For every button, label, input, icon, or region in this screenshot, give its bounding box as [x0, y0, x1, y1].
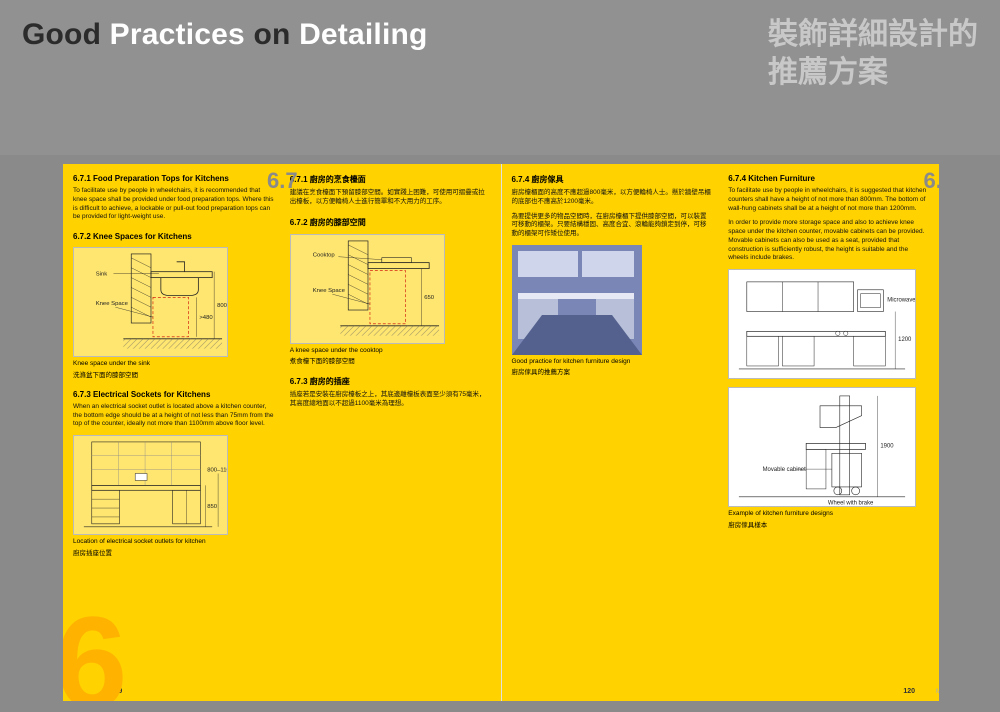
label-sink: Sink	[96, 272, 108, 278]
section-number-right: 6.7	[924, 168, 940, 194]
dim: 650	[424, 295, 435, 301]
paragraph: 插座若是安裝在廚房檯板之上，其底邊離檯板表面至少須有75毫米，其高度總地面以不超…	[290, 391, 491, 409]
heading: 6.7.3 Electrical Sockets for Kitchens	[73, 390, 274, 399]
paragraph: To facilitate use by people in wheelchai…	[73, 187, 274, 222]
label-cooktop: Cooktop	[312, 252, 335, 258]
heading: 6.7.3 廚房的插座	[290, 376, 491, 387]
title-word-2: Practices	[110, 18, 245, 51]
photo-caption-zh: 廚房傢具的推薦方案	[512, 369, 713, 377]
p2-col2: 6.7.4 Kitchen Furniture To facilitate us…	[720, 164, 939, 701]
diagram-icon: 850 800–1100	[74, 436, 227, 535]
figure-kitchen-elevation: Microwaves 1200	[728, 269, 916, 379]
title-chinese: 裝飾詳細設計的 推薦方案	[768, 16, 978, 91]
paragraph: To facilitate use by people in wheelchai…	[728, 187, 929, 213]
heading: 6.7.1 Food Preparation Tops for Kitchens	[73, 174, 274, 183]
figure-caption: Location of electrical socket outlets fo…	[73, 538, 274, 546]
paragraph: In order to provide more storage space a…	[728, 219, 929, 263]
book-spread: 6.7 6 119 6.7.1 Food Preparation Tops fo…	[63, 164, 939, 701]
figure-movable-cabinet: Movable cabinet Wheel with brake 1900	[728, 387, 916, 507]
heading: 6.7.2 Knee Spaces for Kitchens	[73, 232, 274, 241]
paragraph: 廚房檯櫃面的高度不應超過800毫米，以方便輪椅人士。懸於牆壁吊櫃的底部也不應高於…	[512, 189, 713, 207]
page-left: 6.7 6 119 6.7.1 Food Preparation Tops fo…	[63, 164, 501, 701]
title-word-3: on	[253, 18, 290, 51]
title-english: Good Practices on Detailing	[22, 18, 428, 52]
paragraph: 為要提供更多的物品空間時，在廚房檯櫃下提供膝部空間，可以裝置可移動的櫃架。只要結…	[512, 213, 713, 239]
label-knee: Knee Space	[312, 288, 345, 294]
diagram-icon: Microwaves 1200	[729, 270, 915, 379]
dim: 1900	[881, 443, 895, 449]
watermark-icon: M	[936, 689, 939, 695]
dim: >480	[199, 315, 213, 321]
figure-caption: Knee space under the sink	[73, 360, 274, 368]
dim: 800–1100	[207, 468, 227, 474]
chapter-number: 6	[63, 597, 121, 701]
section-number-left: 6.7	[267, 168, 298, 194]
heading: 6.7.1 廚房的烹食檯面	[290, 174, 491, 185]
title-zh-line2: 推薦方案	[768, 54, 978, 92]
diagram-icon: Cooktop Knee Space 650	[291, 235, 444, 344]
dim: 800	[217, 303, 227, 309]
figure-caption: Example of kitchen furniture designs	[728, 510, 929, 518]
photo-caption-en: Good practice for kitchen furniture desi…	[512, 358, 713, 366]
paragraph: 建議在烹食檯面下預留膝部空間。如實踐上困難，可使用可摺疊或拉出檯板，以方便輪椅人…	[290, 189, 491, 207]
kitchen-photo	[512, 245, 642, 355]
title-word-1: Good	[22, 18, 101, 51]
page-frame: Good Practices on Detailing 裝飾詳細設計的 推薦方案…	[0, 0, 1000, 712]
figure-cooktop-knee-space: Cooktop Knee Space 650	[290, 234, 445, 344]
page-number-right: 120	[903, 688, 915, 695]
title-word-4: Detailing	[299, 18, 427, 51]
figure-caption: A knee space under the cooktop	[290, 347, 491, 355]
label-wheel: Wheel with brake	[828, 501, 874, 507]
heading: 6.7.4 Kitchen Furniture	[728, 174, 929, 183]
photo-icon	[512, 245, 642, 355]
heading: 6.7.2 廚房的膝部空間	[290, 217, 491, 228]
heading: 6.7.4 廚房傢具	[512, 174, 713, 185]
figure-caption-zh: 煮食檯下面的膝部空間	[290, 358, 491, 366]
label-microwaves: Microwaves	[888, 298, 916, 304]
paragraph: When an electrical socket outlet is loca…	[73, 403, 274, 429]
dim: 1200	[898, 337, 912, 343]
figure-caption-zh: 廚房插座位置	[73, 550, 274, 558]
figure-caption-zh: 廚房傢具樣本	[728, 522, 929, 530]
figure-sink-knee-space: Sink Knee Space >480 800	[73, 247, 228, 357]
figure-socket-location: 850 800–1100	[73, 435, 228, 535]
title-bar: Good Practices on Detailing 裝飾詳細設計的 推薦方案	[0, 0, 1000, 155]
dim: 850	[207, 504, 218, 510]
diagram-icon: Sink Knee Space >480 800	[74, 248, 227, 357]
page-right: 6.7 120 M 6.7.4 廚房傢具 廚房檯櫃面的高度不應超過800毫米，以…	[501, 164, 940, 701]
label-movable: Movable cabinet	[763, 467, 806, 473]
p1-col2: 6.7.1 廚房的烹食檯面 建議在烹食檯面下預留膝部空間。如實踐上困難，可使用可…	[282, 164, 501, 701]
figure-caption-zh: 洗滌盆下面的膝部空間	[73, 372, 274, 380]
title-zh-line1: 裝飾詳細設計的	[768, 16, 978, 54]
diagram-icon: Movable cabinet Wheel with brake 1900	[729, 388, 915, 507]
p2-col1: 6.7.4 廚房傢具 廚房檯櫃面的高度不應超過800毫米，以方便輪椅人士。懸於牆…	[502, 164, 721, 701]
label-knee: Knee Space	[96, 301, 129, 307]
